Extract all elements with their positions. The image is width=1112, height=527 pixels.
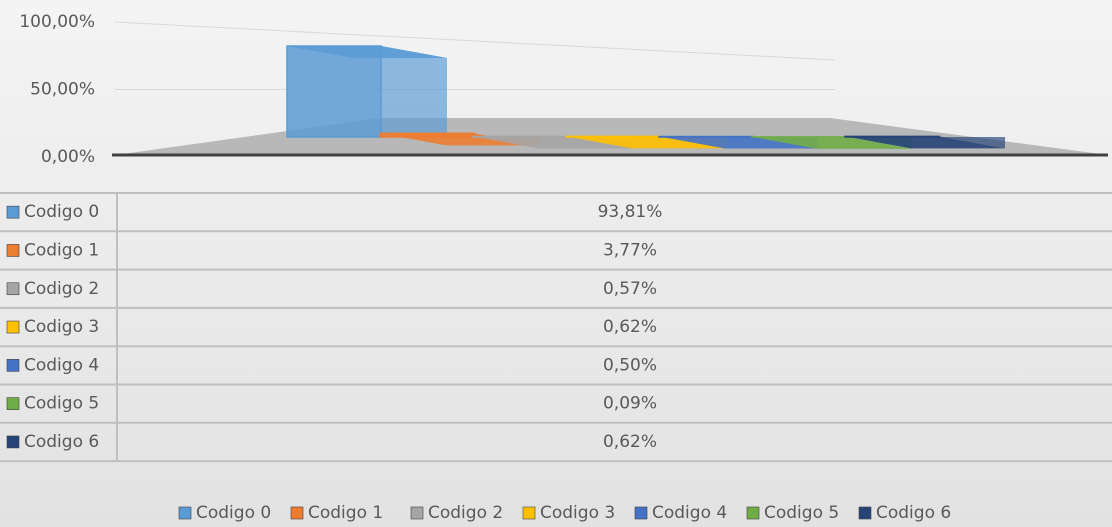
bar-face (472, 135, 568, 138)
row-label: Codigo 3 (24, 317, 99, 337)
legend-key (6, 397, 20, 410)
data-label: 0,50% (603, 355, 657, 375)
bar-face (752, 136, 912, 149)
legend-key (6, 435, 20, 449)
data-label: 0,62% (603, 317, 657, 337)
bar-face (381, 46, 447, 137)
legend-label: Codigo 3 (540, 503, 615, 523)
row-label: Codigo 6 (24, 432, 99, 452)
y-tick-label: 0,00% (41, 147, 95, 167)
legend-key (290, 506, 304, 520)
legend-key (522, 506, 536, 520)
bar-face (379, 132, 475, 138)
legend-key (634, 506, 648, 520)
bar-face (473, 136, 633, 149)
y-tick-label: 100,00% (19, 12, 95, 32)
row-label: Codigo 5 (24, 394, 99, 414)
row-label: Codigo 0 (24, 202, 99, 222)
bar-face (565, 135, 661, 138)
legend-label: Codigo 4 (652, 503, 727, 523)
data-label: 93,81% (598, 202, 663, 222)
legend-key (746, 506, 760, 520)
bar (286, 45, 447, 138)
data-label: 0,62% (603, 432, 657, 452)
legend-key (6, 359, 20, 372)
bar-face (845, 136, 1005, 149)
legend-label: Codigo 2 (428, 503, 503, 523)
bar-face (844, 135, 940, 138)
grid-line (114, 21, 836, 61)
bar-face (566, 136, 726, 149)
row-label: Codigo 1 (24, 240, 99, 260)
bar-face (939, 136, 1005, 149)
data-label: 3,77% (603, 240, 657, 260)
legend-key (6, 205, 20, 219)
legend-key (410, 506, 424, 520)
legend-label: Codigo 5 (764, 503, 839, 523)
row-label: Codigo 4 (24, 355, 99, 375)
data-label: 0,09% (603, 394, 657, 414)
legend-label: Codigo 6 (876, 503, 951, 523)
legend-label: Codigo 0 (196, 503, 271, 523)
legend-key (178, 506, 192, 520)
legend-key (6, 244, 20, 257)
legend-key (6, 320, 20, 334)
bar-face (286, 45, 382, 138)
legend-label: Codigo 1 (308, 503, 383, 523)
legend-key (6, 282, 20, 296)
bar-face (659, 136, 819, 149)
data-label: 0,57% (603, 279, 657, 299)
bar (844, 135, 1005, 149)
y-tick-label: 50,00% (30, 80, 95, 100)
row-label: Codigo 2 (24, 279, 99, 299)
legend-key (858, 506, 872, 520)
